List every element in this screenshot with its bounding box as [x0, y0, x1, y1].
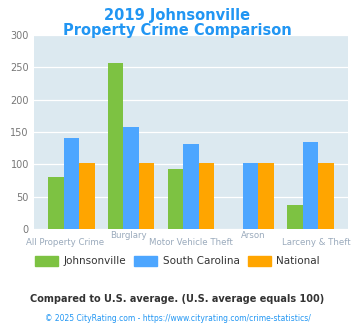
Bar [302, 142, 318, 229]
Bar [123, 127, 139, 229]
Text: Arson: Arson [241, 231, 266, 240]
Bar [48, 178, 64, 229]
Text: All Property Crime: All Property Crime [26, 238, 104, 247]
Bar [64, 139, 79, 229]
Bar [183, 144, 198, 229]
Bar [198, 163, 214, 229]
Bar [287, 205, 302, 229]
Text: 2019 Johnsonville: 2019 Johnsonville [104, 8, 251, 23]
Bar [108, 63, 123, 229]
Text: © 2025 CityRating.com - https://www.cityrating.com/crime-statistics/: © 2025 CityRating.com - https://www.city… [45, 314, 310, 323]
Text: Compared to U.S. average. (U.S. average equals 100): Compared to U.S. average. (U.S. average … [31, 294, 324, 304]
Text: Burglary: Burglary [110, 231, 146, 240]
Bar [318, 163, 334, 229]
Text: Motor Vehicle Theft: Motor Vehicle Theft [149, 238, 233, 247]
Text: Property Crime Comparison: Property Crime Comparison [63, 23, 292, 38]
Bar [139, 163, 154, 229]
Text: Larceny & Theft: Larceny & Theft [282, 238, 351, 247]
Bar [79, 163, 95, 229]
Bar [243, 162, 258, 229]
Legend: Johnsonville, South Carolina, National: Johnsonville, South Carolina, National [31, 251, 324, 270]
Bar [168, 169, 183, 229]
Bar [258, 163, 274, 229]
